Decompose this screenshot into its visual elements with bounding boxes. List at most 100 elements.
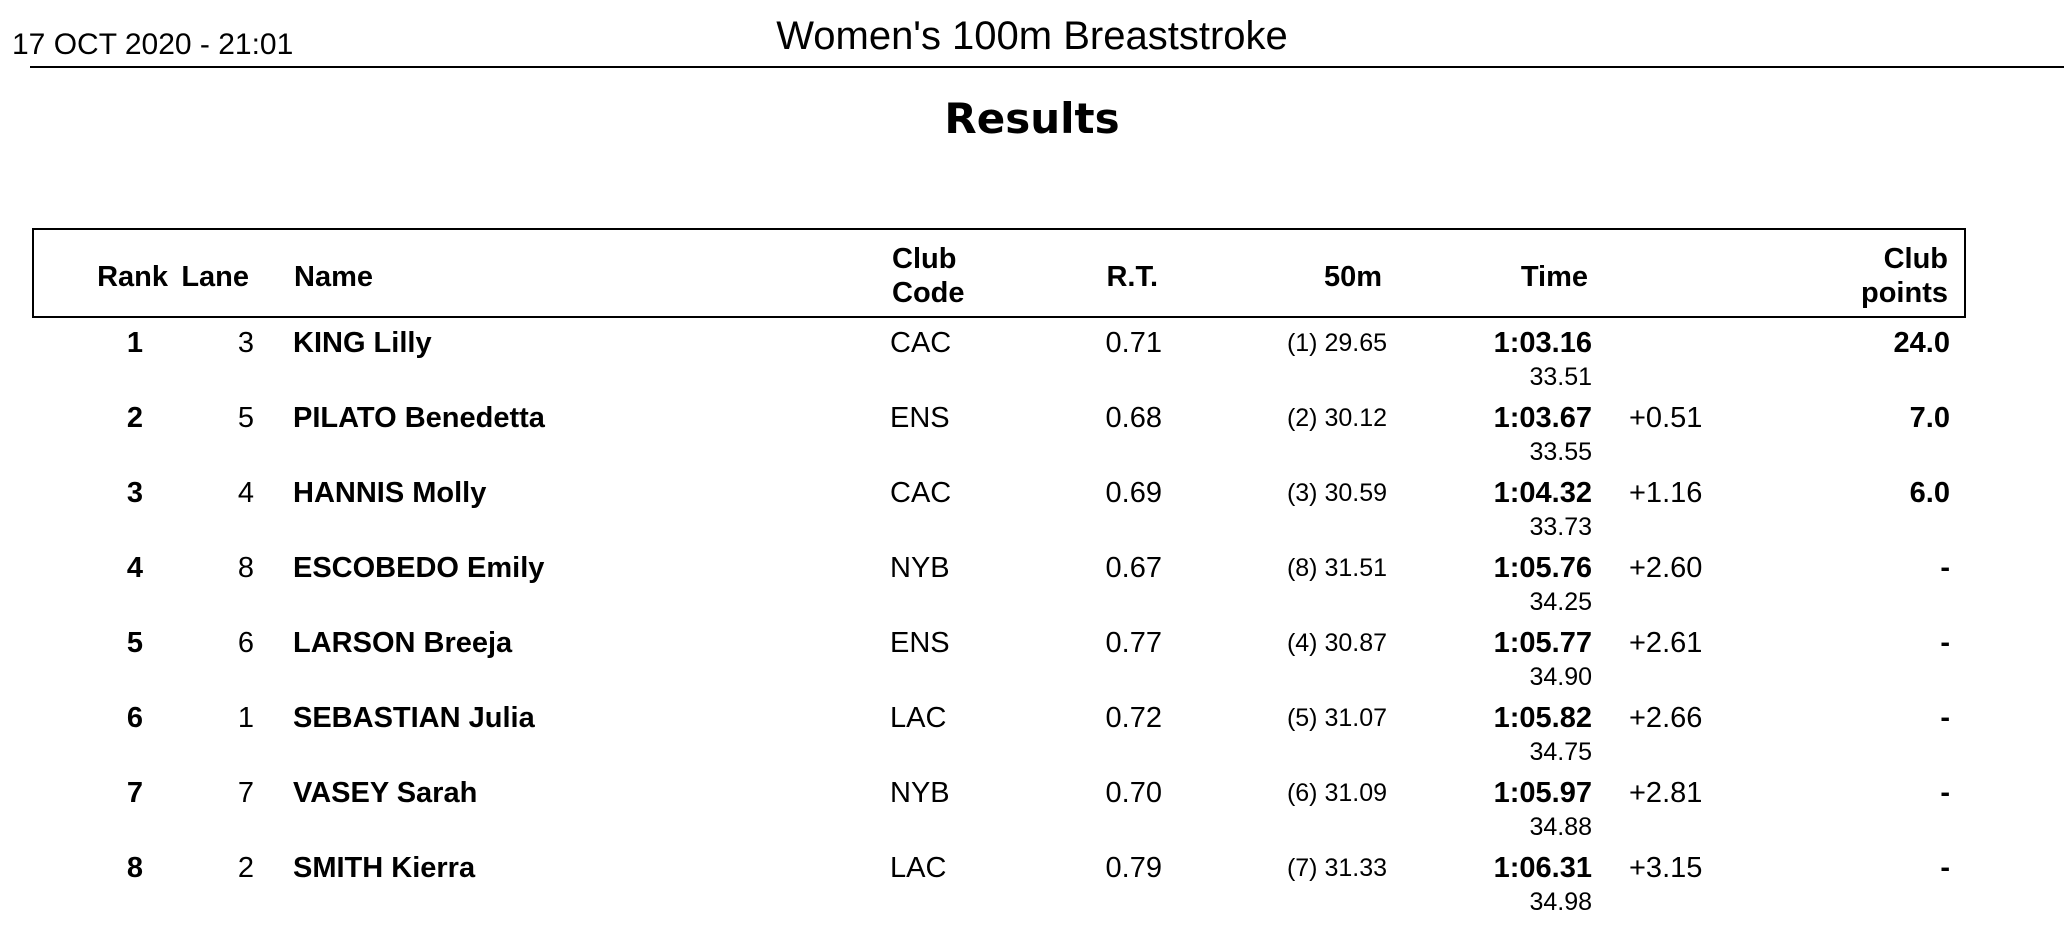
- rt-cell: 0.71: [1105, 327, 1162, 359]
- split-cell: 34.98: [1529, 888, 1592, 916]
- rt-cell: 0.79: [1105, 852, 1162, 884]
- behind-cell: +2.61: [1629, 627, 1703, 659]
- split50-cell: (2) 30.12: [1286, 404, 1387, 432]
- table-row: 5 6 LARSON Breeja ENS 0.77 (4) 30.87 1:0…: [0, 622, 2064, 697]
- name-cell: HANNIS Molly: [293, 477, 487, 509]
- column-header-club-code: Club Code: [892, 242, 965, 310]
- name-cell: VASEY Sarah: [293, 777, 478, 809]
- points-cell: -: [1940, 777, 1950, 809]
- table-row: 7 7 VASEY Sarah NYB 0.70 (6) 31.09 1:05.…: [0, 772, 2064, 847]
- points-cell: -: [1940, 552, 1950, 584]
- club-cell: ENS: [890, 627, 950, 659]
- behind-cell: +0.51: [1629, 402, 1703, 434]
- split-cell: 34.88: [1529, 813, 1592, 841]
- results-rows: 1 3 KING Lilly CAC 0.71 (1) 29.65 1:03.1…: [0, 322, 2064, 922]
- header-rule: [30, 66, 2064, 68]
- column-header-club-points: Club points: [1861, 242, 1948, 310]
- split-cell: 33.51: [1529, 363, 1592, 391]
- club-cell: LAC: [890, 852, 947, 884]
- rank-cell: 5: [126, 627, 143, 659]
- column-header-time: Time: [1520, 261, 1588, 293]
- column-header-50m: 50m: [1323, 261, 1382, 293]
- points-cell: -: [1940, 702, 1950, 734]
- split50-cell: (7) 31.33: [1286, 854, 1387, 882]
- name-cell: PILATO Benedetta: [293, 402, 545, 434]
- time-cell: 1:05.82: [1493, 702, 1592, 734]
- time-cell: 1:05.76: [1493, 552, 1592, 584]
- header-date: 17 OCT 2020 - 21:01: [12, 28, 294, 61]
- column-header-rank: Rank: [97, 261, 168, 293]
- behind-cell: +2.81: [1629, 777, 1703, 809]
- points-cell: 7.0: [1909, 402, 1950, 434]
- name-cell: SMITH Kierra: [293, 852, 476, 884]
- lane-cell: 2: [237, 852, 254, 884]
- rt-cell: 0.72: [1105, 702, 1162, 734]
- table-row: 6 1 SEBASTIAN Julia LAC 0.72 (5) 31.07 1…: [0, 697, 2064, 772]
- event-title: Women's 100m Breaststroke: [776, 14, 1288, 58]
- rank-cell: 7: [126, 777, 143, 809]
- table-row: 4 8 ESCOBEDO Emily NYB 0.67 (8) 31.51 1:…: [0, 547, 2064, 622]
- rank-cell: 3: [126, 477, 143, 509]
- rt-cell: 0.69: [1105, 477, 1162, 509]
- table-row: 8 2 SMITH Kierra LAC 0.79 (7) 31.33 1:06…: [0, 847, 2064, 922]
- split50-cell: (6) 31.09: [1286, 779, 1387, 807]
- lane-cell: 7: [237, 777, 254, 809]
- time-cell: 1:03.67: [1493, 402, 1592, 434]
- rank-cell: 2: [126, 402, 143, 434]
- time-cell: 1:06.31: [1493, 852, 1592, 884]
- column-header-club-code-line2: Code: [892, 277, 965, 309]
- points-cell: 6.0: [1909, 477, 1950, 509]
- split50-cell: (5) 31.07: [1286, 704, 1387, 732]
- time-cell: 1:05.77: [1493, 627, 1592, 659]
- split50-cell: (4) 30.87: [1286, 629, 1387, 657]
- split50-cell: (3) 30.59: [1286, 479, 1387, 507]
- lane-cell: 4: [237, 477, 254, 509]
- behind-cell: +2.66: [1629, 702, 1703, 734]
- column-header-club-points-line1: Club: [1883, 243, 1948, 275]
- rank-cell: 8: [126, 852, 143, 884]
- lane-cell: 1: [237, 702, 254, 734]
- name-cell: LARSON Breeja: [293, 627, 513, 659]
- rt-cell: 0.67: [1105, 552, 1162, 584]
- rank-cell: 4: [126, 552, 143, 584]
- behind-cell: +1.16: [1629, 477, 1703, 509]
- points-cell: -: [1940, 852, 1950, 884]
- lane-cell: 5: [237, 402, 254, 434]
- split50-cell: (1) 29.65: [1286, 329, 1387, 357]
- points-cell: -: [1940, 627, 1950, 659]
- time-cell: 1:05.97: [1493, 777, 1592, 809]
- time-cell: 1:04.32: [1493, 477, 1592, 509]
- club-cell: CAC: [890, 327, 952, 359]
- time-cell: 1:03.16: [1493, 327, 1592, 359]
- rt-cell: 0.68: [1105, 402, 1162, 434]
- rank-cell: 1: [126, 327, 143, 359]
- results-title: Results: [944, 94, 1120, 143]
- name-cell: KING Lilly: [293, 327, 432, 359]
- club-cell: NYB: [890, 777, 950, 809]
- split-cell: 33.73: [1529, 513, 1592, 541]
- split50-cell: (8) 31.51: [1286, 554, 1387, 582]
- points-cell: 24.0: [1893, 327, 1950, 359]
- split-cell: 33.55: [1529, 438, 1592, 466]
- split-cell: 34.25: [1529, 588, 1592, 616]
- club-cell: CAC: [890, 477, 952, 509]
- table-header: Rank Lane Name Club Code R.T. 50m Time C…: [32, 228, 1966, 318]
- club-cell: NYB: [890, 552, 950, 584]
- behind-cell: +2.60: [1629, 552, 1703, 584]
- lane-cell: 8: [237, 552, 254, 584]
- rt-cell: 0.77: [1105, 627, 1162, 659]
- lane-cell: 3: [237, 327, 254, 359]
- column-header-club-code-line1: Club: [892, 243, 957, 275]
- name-cell: ESCOBEDO Emily: [293, 552, 545, 584]
- split-cell: 34.75: [1529, 738, 1592, 766]
- rt-cell: 0.70: [1105, 777, 1162, 809]
- behind-cell: +3.15: [1629, 852, 1703, 884]
- column-header-club-points-line2: points: [1861, 277, 1948, 309]
- club-cell: LAC: [890, 702, 947, 734]
- split-cell: 34.90: [1529, 663, 1592, 691]
- column-header-name: Name: [294, 261, 373, 293]
- column-header-rt: R.T.: [1106, 261, 1158, 293]
- column-header-lane: Lane: [181, 261, 249, 293]
- table-row: 1 3 KING Lilly CAC 0.71 (1) 29.65 1:03.1…: [0, 322, 2064, 397]
- rank-cell: 6: [126, 702, 143, 734]
